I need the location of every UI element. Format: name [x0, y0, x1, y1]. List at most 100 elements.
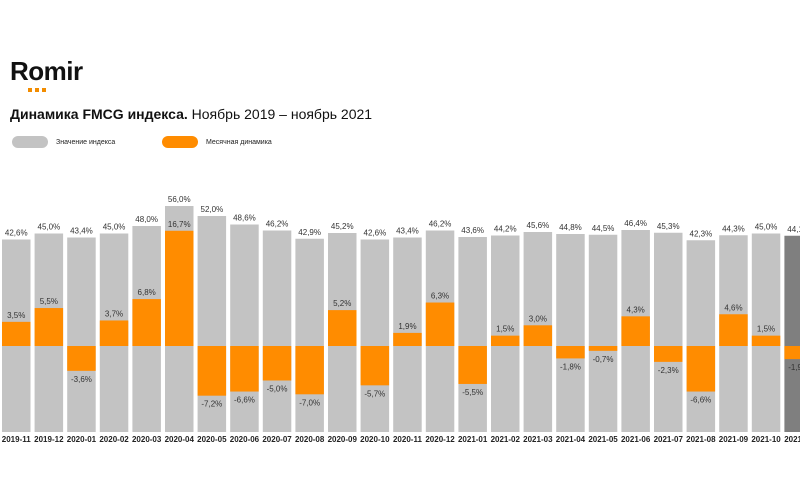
x-tick-label: 2020-05: [197, 435, 227, 444]
index-data-label: 46,2%: [429, 220, 452, 229]
index-bar: [262, 230, 292, 432]
monthly-data-label: 16,7%: [168, 220, 191, 229]
index-data-label: 46,2%: [266, 220, 289, 229]
x-tick-label: 2020-06: [230, 435, 260, 444]
monthly-bar: [34, 308, 64, 346]
index-data-label: 45,3%: [657, 222, 680, 231]
monthly-bar: [197, 346, 227, 396]
index-bar: [197, 216, 227, 432]
index-data-label: 56,0%: [168, 195, 191, 204]
x-tick-label: 2020-01: [67, 435, 97, 444]
x-tick-label: 2021-02: [491, 435, 521, 444]
monthly-bar: [523, 325, 553, 346]
monthly-data-label: 1,9%: [398, 322, 416, 331]
x-tick-label: 2020-10: [360, 435, 390, 444]
x-tick-label: 2021-11: [784, 435, 800, 444]
legend-swatch-index: [12, 136, 48, 148]
index-data-label: 43,6%: [461, 226, 484, 235]
x-tick-label: 2020-04: [165, 435, 195, 444]
legend-label-index: Значение индекса: [56, 138, 116, 146]
x-tick-label: 2021-10: [751, 435, 781, 444]
index-data-label: 45,0%: [103, 223, 126, 232]
x-tick-label: 2020-02: [99, 435, 129, 444]
x-tick-label: 2021-03: [523, 435, 553, 444]
index-data-label: 43,4%: [396, 227, 419, 236]
index-data-label: 44,3%: [722, 224, 745, 233]
index-data-label: 45,0%: [755, 223, 778, 232]
monthly-data-label: -5,5%: [462, 388, 483, 397]
index-bar: [556, 234, 585, 432]
monthly-bar: [425, 302, 455, 346]
monthly-data-label: -2,3%: [658, 366, 679, 375]
x-tick-label: 2021-04: [556, 435, 586, 444]
monthly-data-label: -5,0%: [267, 385, 288, 394]
index-data-label: 45,0%: [38, 223, 61, 232]
monthly-data-label: 6,8%: [138, 288, 156, 297]
index-bar: [784, 235, 800, 432]
x-tick-label: 2020-08: [295, 435, 325, 444]
monthly-data-label: -1,9%: [788, 363, 800, 372]
index-bar: [654, 232, 683, 432]
monthly-bar: [67, 346, 96, 371]
x-tick-label: 2020-07: [262, 435, 292, 444]
monthly-data-label: -3,6%: [71, 375, 92, 384]
monthly-bar: [654, 346, 683, 362]
index-data-label: 42,9%: [298, 228, 321, 237]
monthly-bar: [132, 299, 161, 346]
x-tick-label: 2019-12: [34, 435, 64, 444]
x-tick-label: 2020-09: [328, 435, 358, 444]
romir-logo: Romir: [10, 56, 83, 86]
index-data-label: 48,6%: [233, 214, 256, 223]
monthly-bar: [751, 335, 781, 346]
monthly-data-label: -0,7%: [593, 355, 614, 364]
legend-swatch-monthly: [162, 136, 198, 148]
x-tick-label: 2020-11: [393, 435, 422, 444]
chart-title-rest: Ноябрь 2019 – ноябрь 2021: [187, 106, 373, 122]
index-data-label: 43,4%: [70, 227, 93, 236]
index-bar: [230, 224, 259, 432]
monthly-data-label: -7,0%: [299, 398, 320, 407]
monthly-bar: [686, 346, 716, 392]
monthly-data-label: 3,5%: [7, 311, 25, 320]
index-data-label: 42,3%: [690, 229, 713, 238]
index-data-label: 48,0%: [135, 215, 158, 224]
index-bar: [751, 233, 781, 432]
index-data-label: 52,0%: [201, 205, 224, 214]
monthly-data-label: 4,3%: [627, 305, 645, 314]
logo-dots-icon: [28, 88, 46, 92]
legend-label-monthly: Месячная динамика: [206, 138, 272, 146]
index-bar: [686, 240, 716, 432]
index-bar: [458, 237, 487, 432]
index-data-label: 44,5%: [592, 224, 615, 233]
monthly-bar: [360, 346, 390, 386]
index-bar: [588, 234, 618, 432]
monthly-data-label: 5,5%: [40, 297, 58, 306]
legend-item-monthly: Месячная динамика: [162, 136, 272, 148]
monthly-data-label: -6,6%: [234, 396, 255, 405]
monthly-bar: [230, 346, 259, 392]
index-bar: [67, 237, 96, 432]
monthly-data-label: 4,6%: [724, 303, 742, 312]
index-bar: [491, 235, 520, 432]
monthly-data-label: 5,2%: [333, 299, 351, 308]
x-tick-label: 2021-05: [588, 435, 618, 444]
monthly-data-label: 1,5%: [496, 325, 514, 334]
monthly-data-label: 3,0%: [529, 314, 547, 323]
monthly-bar: [621, 316, 650, 346]
monthly-data-label: 6,3%: [431, 292, 449, 301]
monthly-bar: [295, 346, 324, 395]
index-data-label: 42,6%: [364, 229, 387, 238]
monthly-bar: [99, 320, 129, 346]
index-bar: [295, 238, 324, 432]
x-tick-label: 2021-07: [654, 435, 684, 444]
index-bar: [360, 239, 390, 432]
x-tick-label: 2021-08: [686, 435, 716, 444]
index-data-label: 42,6%: [5, 229, 28, 238]
monthly-bar: [393, 332, 422, 346]
x-tick-label: 2021-06: [621, 435, 651, 444]
monthly-data-label: -5,7%: [364, 389, 385, 398]
monthly-bar: [719, 314, 748, 346]
index-data-label: 46,4%: [624, 219, 647, 228]
monthly-bar: [262, 346, 292, 381]
x-tick-label: 2021-09: [719, 435, 749, 444]
